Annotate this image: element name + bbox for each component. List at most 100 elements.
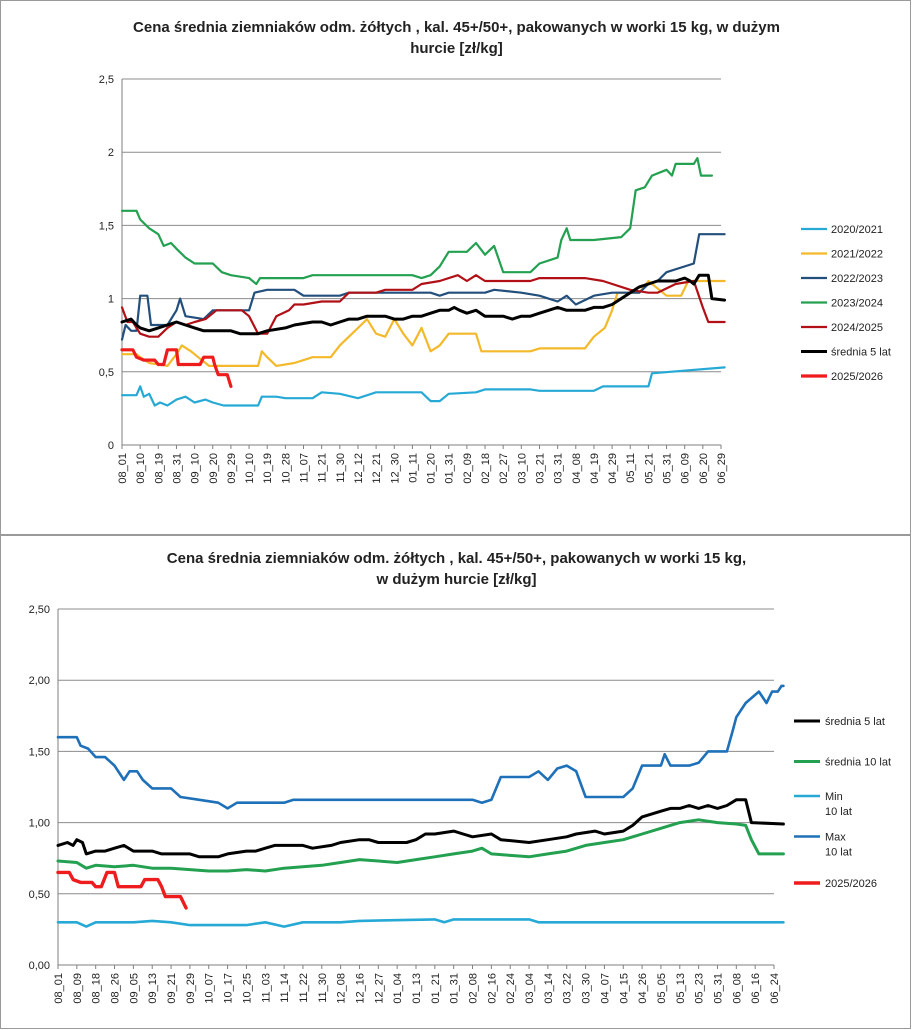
x-tick-label: 11_14 (279, 973, 291, 1003)
chart-title-top-line1: Cena średnia ziemniaków odm. żółtych , k… (133, 19, 780, 36)
x-tick-label: 01_13 (411, 973, 423, 1004)
x-tick-label: 12_30 (389, 453, 401, 484)
chart-panel-top: Cena średnia ziemniaków odm. żółtych , k… (0, 0, 911, 535)
x-tick-label: 05_13 (675, 973, 687, 1004)
x-tick-label: 11_22 (298, 973, 310, 1003)
legend-label-min-10-lat: Min (825, 791, 843, 803)
x-tick-label: 04_07 (599, 973, 611, 1004)
x-tick-label: 03_04 (524, 973, 536, 1004)
x-tick-label: 01_31 (444, 453, 456, 484)
x-tick-label: 03_30 (581, 973, 593, 1004)
x-tick-label: 08_09 (72, 973, 84, 1004)
x-tick-label: 09_29 (226, 453, 238, 484)
legend-label-rednia-10-lat: średnia 10 lat (825, 757, 891, 769)
legend-label-2025-2026: 2025/2026 (825, 878, 877, 890)
chart-top-canvas: 0 0,5 1 1,5 2 2,5 08_01 08_10 08_19 08_31 09_10 09_… (99, 74, 891, 484)
series-line-2020-2021 (120, 366, 726, 407)
series-line-rednia-10-lat (56, 818, 785, 873)
series-line-2024-2025 (120, 274, 726, 338)
series-line-2025-2026 (56, 870, 188, 910)
x-tick-label: 08_10 (135, 453, 147, 484)
x-tick-label: 01_20 (426, 453, 438, 484)
x-tick-label: 10_28 (280, 453, 292, 484)
legend-label-2025-2026: 2025/2026 (831, 371, 883, 383)
x-tick-label: 08_19 (153, 453, 165, 484)
legend-label-2020-2021: 2020/2021 (831, 224, 883, 236)
x-tick-label: 02_24 (505, 973, 517, 1004)
legend-label-2021-2022: 2021/2022 (831, 249, 883, 261)
legend-label-2024-2025: 2024/2025 (831, 322, 883, 334)
x-tick-label: 04_15 (618, 973, 630, 1004)
x-tick-label: 08_01 (53, 973, 65, 1004)
x-tick-label: 06_24 (769, 973, 781, 1004)
x-tick-label: 03_21 (534, 453, 546, 484)
legend-label-max-10-lat: Max (825, 832, 846, 844)
series-line-min-10-lat (56, 918, 785, 928)
x-tick-label: 06_16 (750, 973, 762, 1004)
y-tick-label: 1 (108, 294, 114, 306)
x-tick-label: 10_10 (244, 453, 256, 484)
x-tick-label: 05_11 (625, 453, 637, 483)
y-tick-label: 1,00 (29, 818, 50, 830)
x-tick-label: 09_29 (185, 973, 197, 1004)
series-line-max-10-lat (56, 684, 785, 810)
x-tick-label: 10_07 (204, 973, 216, 1004)
x-tick-label: 03_31 (553, 453, 565, 484)
chart-title-top: Cena średnia ziemniaków odm. żółtych , k… (1, 17, 912, 59)
x-tick-label: 02_08 (468, 973, 480, 1004)
x-tick-label: 04_26 (637, 973, 649, 1004)
chart-title-bottom-line2: w dużym hurcie [zł/kg] (376, 571, 537, 588)
legend-label-min-10-lat: 10 lat (825, 806, 852, 818)
x-tick-label: 11_30 (317, 973, 329, 1003)
x-tick-label: 04_19 (589, 453, 601, 484)
x-tick-label: 11_30 (335, 453, 347, 483)
y-tick-label: 0,50 (29, 889, 50, 901)
x-tick-label: 04_29 (607, 453, 619, 484)
x-tick-label: 05_31 (662, 453, 674, 484)
x-tick-label: 12_12 (353, 453, 365, 484)
chart-title-bottom-line1: Cena średnia ziemniaków odm. żółtych , k… (166, 550, 747, 567)
series-line-2025-2026 (120, 348, 233, 388)
x-tick-label: 06_09 (680, 453, 692, 484)
x-tick-label: 01_21 (430, 973, 442, 1004)
x-tick-label: 10_19 (262, 453, 274, 484)
x-tick-label: 03_14 (543, 973, 555, 1004)
x-tick-label: 03_22 (562, 973, 574, 1004)
x-tick-label: 02_16 (486, 973, 498, 1004)
x-tick-label: 02_18 (480, 453, 492, 484)
x-tick-label: 04_08 (571, 453, 583, 484)
x-tick-label: 05_05 (656, 973, 668, 1004)
x-tick-label: 11_07 (299, 453, 311, 483)
legend-label-2023-2024: 2023/2024 (831, 298, 883, 310)
chart-bottom-canvas: 0,00 0,50 1,00 1,50 2,00 2,50 08_01 08_09 08_18 0… (29, 604, 891, 1004)
y-tick-label: 2,50 (29, 604, 50, 616)
x-tick-label: 06_20 (698, 453, 710, 484)
x-tick-label: 03_10 (516, 453, 528, 484)
x-tick-label: 11_21 (317, 453, 329, 483)
x-tick-label: 12_21 (371, 453, 383, 484)
x-tick-label: 02_09 (462, 453, 474, 484)
x-tick-label: 05_31 (712, 973, 724, 1004)
x-tick-label: 09_05 (128, 973, 140, 1004)
y-tick-label: 0 (108, 440, 114, 452)
series-line-rednia-5-lat (56, 798, 785, 859)
y-tick-label: 0,5 (99, 367, 114, 379)
x-tick-label: 12_27 (373, 973, 385, 1004)
x-tick-label: 01_11 (407, 453, 419, 483)
x-tick-label: 09_20 (208, 453, 220, 484)
x-tick-label: 10_25 (241, 973, 253, 1004)
legend-label-2022-2023: 2022/2023 (831, 273, 883, 285)
x-tick-label: 08_26 (110, 973, 122, 1004)
x-tick-label: 09_13 (147, 973, 159, 1004)
series-line-2021-2022 (120, 279, 726, 367)
x-tick-label: 12_16 (354, 973, 366, 1004)
y-tick-label: 2 (108, 147, 114, 159)
y-tick-label: 2,00 (29, 675, 50, 687)
x-tick-label: 01_04 (392, 973, 404, 1004)
x-tick-label: 11_03 (260, 973, 272, 1003)
chart-title-bottom: Cena średnia ziemniaków odm. żółtych , k… (1, 548, 912, 590)
legend-label-max-10-lat: 10 lat (825, 847, 852, 859)
x-tick-label: 10_17 (223, 973, 235, 1004)
x-tick-label: 05_21 (643, 453, 655, 484)
x-tick-label: 08_31 (171, 453, 183, 484)
